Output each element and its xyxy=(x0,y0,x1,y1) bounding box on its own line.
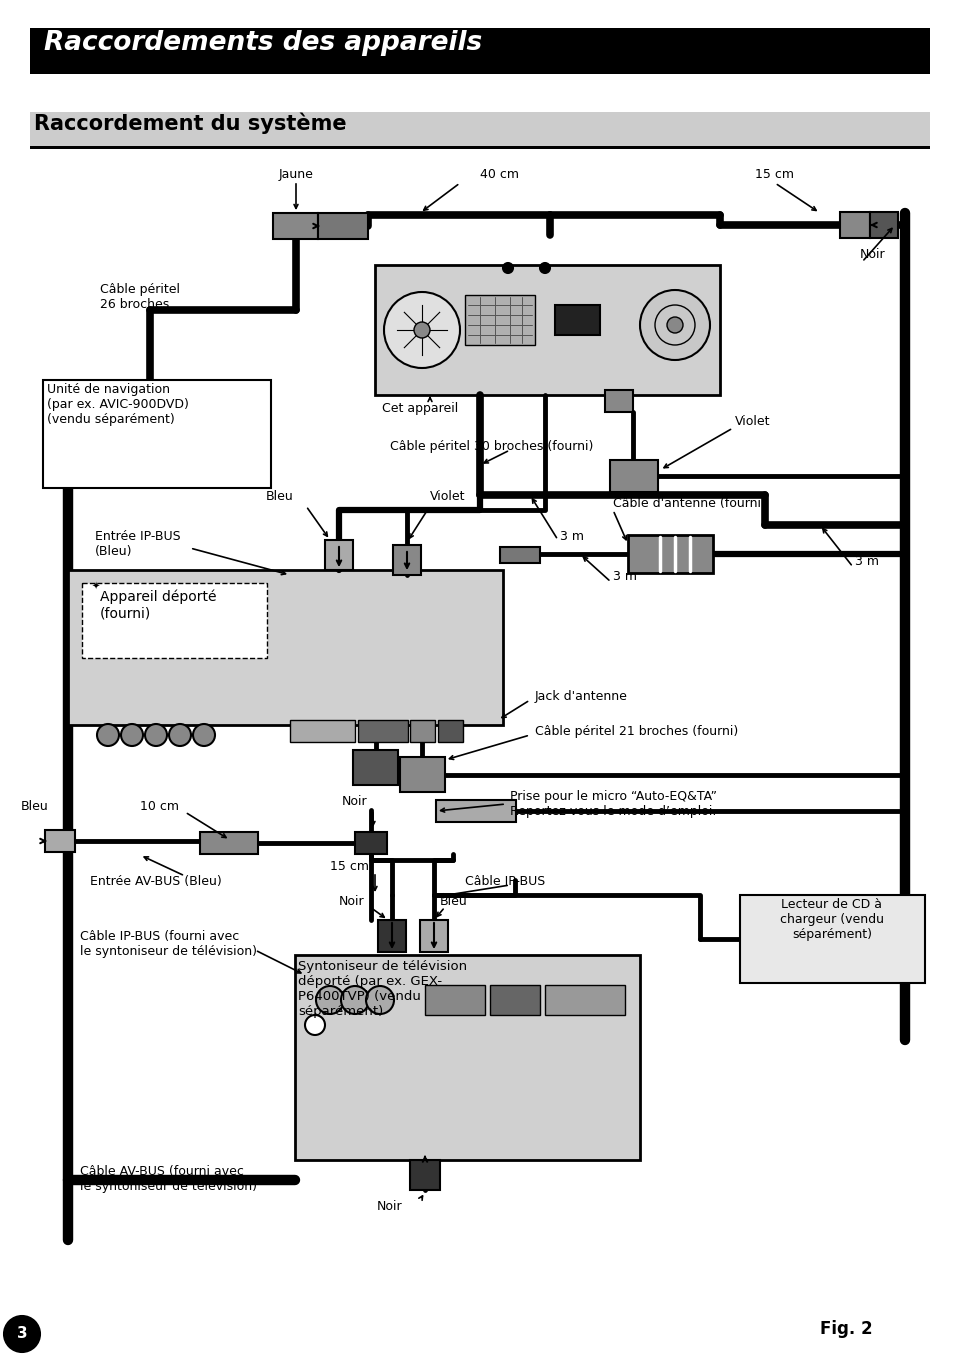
Bar xyxy=(437,720,462,743)
Circle shape xyxy=(666,317,682,333)
Circle shape xyxy=(121,724,143,747)
Bar xyxy=(555,305,599,335)
Bar xyxy=(464,295,535,346)
Text: Câble IP-BUS: Câble IP-BUS xyxy=(464,875,545,888)
Bar xyxy=(68,570,502,725)
Bar xyxy=(424,985,484,1015)
Bar xyxy=(325,541,353,570)
Bar xyxy=(30,28,929,75)
Bar xyxy=(353,751,397,785)
Text: 10 cm: 10 cm xyxy=(140,799,179,813)
Bar xyxy=(609,459,658,492)
Bar xyxy=(544,985,624,1015)
Circle shape xyxy=(315,986,344,1014)
Text: Câble d'antenne (fourni): Câble d'antenne (fourni) xyxy=(613,497,765,509)
Circle shape xyxy=(639,290,709,360)
Bar xyxy=(869,211,897,238)
Circle shape xyxy=(655,305,695,346)
Text: Entrée IP-BUS
(Bleu): Entrée IP-BUS (Bleu) xyxy=(95,530,180,558)
Text: 3: 3 xyxy=(16,1327,28,1341)
Text: Noir: Noir xyxy=(859,248,884,262)
Text: 3 m: 3 m xyxy=(854,556,878,568)
Text: Syntoniseur de télévision
déporté (par ex. GEX-
P6400TVP) (vendu
séparément): Syntoniseur de télévision déporté (par e… xyxy=(297,959,467,1018)
Circle shape xyxy=(539,263,550,272)
Bar xyxy=(410,720,435,743)
Text: 15 cm: 15 cm xyxy=(755,168,794,182)
Bar xyxy=(273,213,317,238)
Bar xyxy=(45,831,75,852)
Bar xyxy=(290,720,355,743)
Bar xyxy=(355,832,387,854)
Bar xyxy=(30,112,929,146)
Circle shape xyxy=(193,724,214,747)
Bar xyxy=(840,211,869,238)
Text: Câble péritel
26 broches: Câble péritel 26 broches xyxy=(100,283,180,312)
Text: Violet: Violet xyxy=(430,491,465,503)
Text: Câble IP-BUS (fourni avec
le syntoniseur de télévision): Câble IP-BUS (fourni avec le syntoniseur… xyxy=(80,930,256,958)
Text: Prise pour le micro “Auto-EQ&TA”
Reportez-vous le mode d’emploi.: Prise pour le micro “Auto-EQ&TA” Reporte… xyxy=(510,790,717,818)
Text: Bleu: Bleu xyxy=(266,491,294,503)
Circle shape xyxy=(305,1015,325,1035)
Text: Noir: Noir xyxy=(376,1201,402,1213)
Bar xyxy=(627,535,712,573)
Text: Appareil déporté
(fourni): Appareil déporté (fourni) xyxy=(100,589,216,621)
Text: 3 m: 3 m xyxy=(613,570,637,583)
Text: Entrée AV-BUS (Bleu): Entrée AV-BUS (Bleu) xyxy=(90,875,221,888)
Text: Bleu: Bleu xyxy=(439,896,467,908)
Circle shape xyxy=(414,322,430,337)
Bar xyxy=(200,832,257,854)
Circle shape xyxy=(502,263,513,272)
Text: Jaune: Jaune xyxy=(278,168,314,182)
Text: Noir: Noir xyxy=(339,896,364,908)
Text: Fig. 2: Fig. 2 xyxy=(820,1320,872,1337)
Text: 40 cm: 40 cm xyxy=(480,168,519,182)
Bar xyxy=(357,720,408,743)
Text: Jack d'antenne: Jack d'antenne xyxy=(535,690,627,703)
Text: Violet: Violet xyxy=(734,415,770,428)
Bar xyxy=(43,379,271,488)
Text: ✦: ✦ xyxy=(91,583,100,592)
Bar xyxy=(419,920,448,953)
Text: Unité de navigation
(par ex. AVIC-900DVD)
(vendu séparément): Unité de navigation (par ex. AVIC-900DVD… xyxy=(47,383,189,425)
Circle shape xyxy=(4,1316,40,1352)
Text: Raccordement du système: Raccordement du système xyxy=(34,112,346,134)
Bar xyxy=(399,757,444,793)
Bar xyxy=(82,583,267,659)
Text: Cet appareil: Cet appareil xyxy=(381,402,457,415)
Bar xyxy=(375,266,720,396)
Circle shape xyxy=(340,986,369,1014)
Text: Raccordements des appareils: Raccordements des appareils xyxy=(44,30,482,56)
Bar xyxy=(294,955,639,1160)
Bar xyxy=(30,146,929,149)
Bar xyxy=(317,213,368,238)
Bar xyxy=(740,896,924,982)
Circle shape xyxy=(366,986,394,1014)
Text: Noir: Noir xyxy=(342,795,368,808)
Text: 15 cm: 15 cm xyxy=(330,860,369,873)
Circle shape xyxy=(145,724,167,747)
Bar xyxy=(377,920,406,953)
Bar xyxy=(393,545,420,575)
Text: Bleu: Bleu xyxy=(21,799,49,813)
Bar xyxy=(499,547,539,562)
Circle shape xyxy=(384,291,459,369)
Bar xyxy=(490,985,539,1015)
Text: 3 m: 3 m xyxy=(559,530,583,543)
Circle shape xyxy=(97,724,119,747)
Text: Lecteur de CD à
chargeur (vendu
séparément): Lecteur de CD à chargeur (vendu séparéme… xyxy=(780,898,883,940)
Text: Câble péritel 30 broches (fourni): Câble péritel 30 broches (fourni) xyxy=(390,440,593,453)
Bar xyxy=(410,1160,439,1190)
Bar xyxy=(604,390,633,412)
Text: Câble péritel 21 broches (fourni): Câble péritel 21 broches (fourni) xyxy=(535,725,738,738)
Text: Câble AV-BUS (fourni avec
le syntoniseur de télévision): Câble AV-BUS (fourni avec le syntoniseur… xyxy=(80,1165,256,1192)
Circle shape xyxy=(169,724,191,747)
Bar xyxy=(436,799,516,822)
